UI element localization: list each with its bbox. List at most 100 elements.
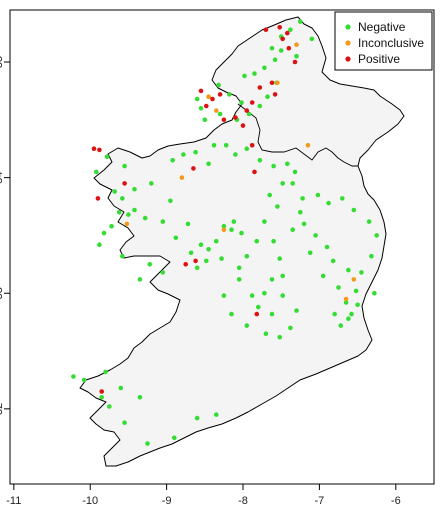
legend-marker	[345, 24, 351, 30]
y-tick-label: 55	[0, 56, 5, 68]
negative-point	[188, 250, 194, 256]
negative-point	[252, 71, 257, 76]
negative-point	[285, 161, 290, 167]
positive-point	[97, 147, 102, 153]
positive-point	[280, 36, 286, 42]
positive-point	[292, 59, 298, 65]
negative-point	[262, 219, 267, 224]
negative-point	[340, 196, 345, 201]
positive-point	[252, 169, 257, 175]
negative-point	[288, 27, 293, 32]
negative-point	[359, 270, 364, 275]
negative-point	[290, 181, 296, 186]
positive-point	[204, 103, 209, 109]
legend-box	[334, 11, 433, 71]
negative-point	[257, 103, 263, 109]
negative-point	[242, 73, 247, 79]
inconclusive-point	[275, 80, 280, 86]
negative-point	[280, 273, 286, 279]
negative-point	[349, 311, 354, 317]
legend-label: Positive	[358, 52, 400, 66]
negative-point	[132, 186, 137, 192]
negative-point	[214, 412, 219, 417]
negative-point	[307, 250, 313, 256]
negative-point	[217, 111, 223, 117]
x-tick-label: -6	[391, 495, 401, 507]
negative-point	[330, 258, 336, 264]
negative-point	[262, 290, 267, 296]
positive-point	[191, 166, 196, 171]
negative-point	[202, 117, 208, 123]
negative-point	[137, 277, 143, 282]
negative-point	[233, 152, 238, 157]
negative-point	[122, 163, 127, 169]
negative-point	[223, 143, 229, 148]
negative-point	[280, 181, 286, 186]
inconclusive-point	[214, 108, 219, 113]
positive-point	[257, 85, 263, 90]
negative-point	[332, 311, 338, 317]
negative-point	[112, 189, 117, 194]
positive-point	[285, 30, 290, 36]
inconclusive-point	[351, 277, 357, 282]
negative-point	[214, 238, 219, 244]
negative-point	[309, 36, 315, 42]
positive-point	[221, 117, 227, 123]
negative-point	[168, 198, 173, 204]
legend-label: Negative	[358, 20, 406, 34]
inconclusive-point	[179, 175, 185, 180]
positive-point	[217, 92, 223, 97]
negative-point	[185, 221, 191, 227]
negative-point	[219, 256, 224, 261]
northern-ireland-border	[237, 103, 358, 167]
negative-point	[320, 273, 326, 279]
map-outline-layer	[79, 16, 405, 467]
negative-point	[97, 242, 102, 247]
positive-point	[193, 258, 198, 264]
negative-point	[326, 200, 331, 206]
negative-point	[147, 262, 153, 267]
x-tick-label: -8	[238, 495, 248, 507]
negative-point	[239, 100, 244, 105]
positive-point	[249, 100, 255, 105]
negative-point	[275, 204, 280, 209]
negative-point	[118, 385, 124, 391]
plot-frame	[9, 9, 435, 485]
negative-point	[244, 146, 250, 151]
negative-point	[160, 270, 166, 275]
negative-point	[369, 253, 374, 259]
ireland-outline	[79, 16, 405, 467]
negative-point	[262, 65, 267, 71]
positive-point	[277, 25, 283, 30]
negative-point	[194, 265, 200, 271]
negative-point	[239, 230, 244, 236]
negative-point	[116, 210, 122, 215]
negative-point	[269, 45, 275, 51]
legend: Negative Inconclusive Positive	[334, 11, 433, 71]
survey-points	[71, 19, 380, 446]
negative-point	[173, 235, 179, 241]
negative-point	[81, 377, 87, 383]
positive-point	[263, 27, 269, 32]
positive-point	[122, 181, 127, 186]
negative-point	[170, 158, 175, 163]
negative-point	[294, 308, 299, 313]
negative-point	[315, 192, 321, 198]
negative-point	[355, 302, 360, 308]
y-tick-label: 53	[0, 287, 5, 299]
plot-border	[9, 9, 435, 485]
negative-point	[71, 374, 76, 379]
negative-point	[346, 267, 351, 273]
inconclusive-point	[305, 143, 311, 148]
negative-point	[244, 323, 250, 328]
inconclusive-point	[206, 94, 211, 99]
negative-point	[255, 304, 261, 310]
negative-point	[246, 111, 252, 117]
negative-point	[257, 158, 263, 163]
negative-point	[244, 253, 250, 259]
negative-point	[109, 223, 114, 229]
negative-point	[216, 82, 221, 88]
y-tick-label: 54	[0, 172, 5, 184]
negative-point	[324, 244, 330, 250]
negative-point	[221, 223, 227, 229]
